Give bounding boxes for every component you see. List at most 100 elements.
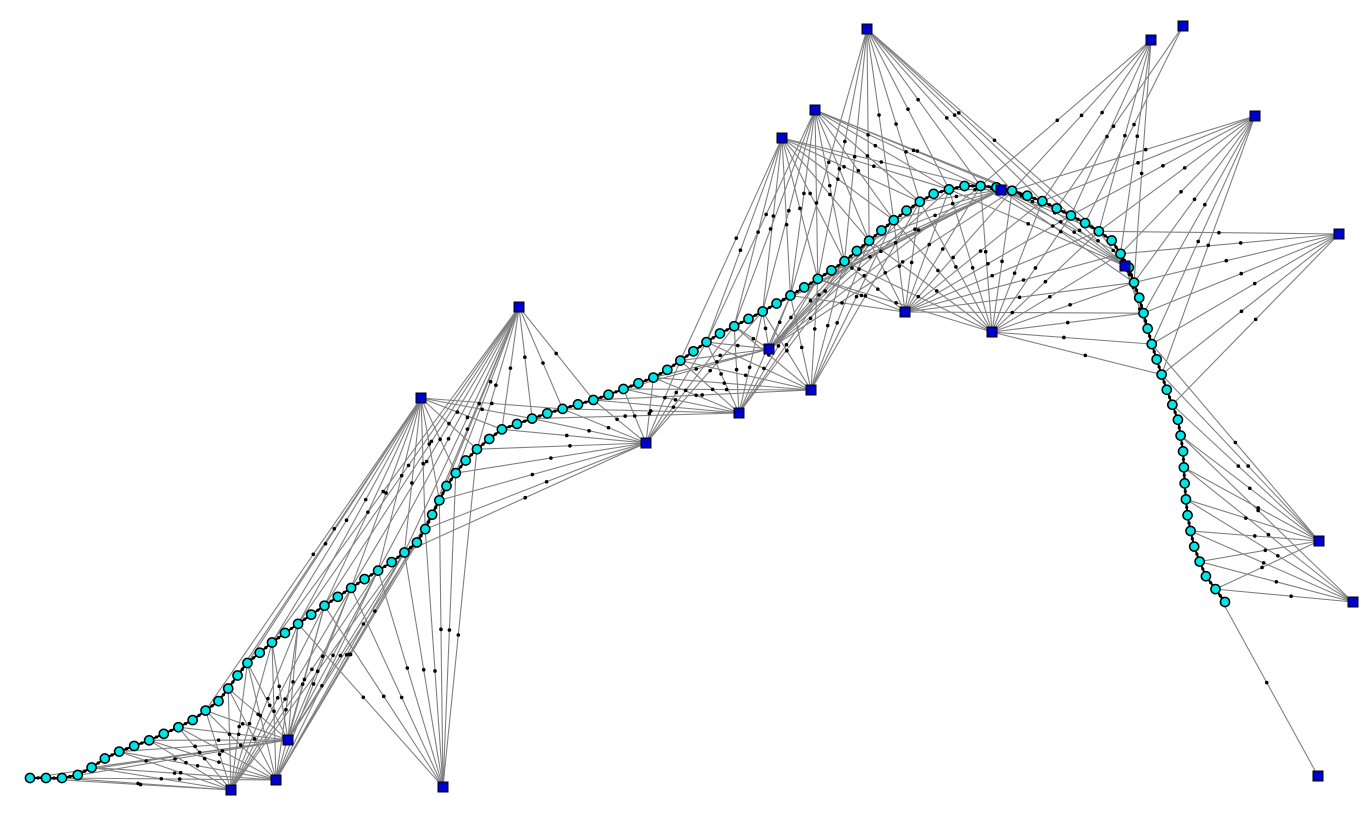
observation-point xyxy=(1252,281,1257,286)
observation-edge xyxy=(904,189,950,313)
observation-point xyxy=(1050,224,1055,228)
observation-edge xyxy=(420,397,457,474)
observation-point xyxy=(455,410,460,414)
odometry-point xyxy=(251,656,256,660)
pose-node xyxy=(633,377,644,389)
odometry-point xyxy=(264,645,268,650)
observation-edge xyxy=(1180,435,1354,603)
observation-point xyxy=(1135,134,1140,139)
pose-node xyxy=(1161,384,1173,396)
observation-point xyxy=(916,228,921,232)
observation-point xyxy=(424,459,429,464)
observation-point xyxy=(1236,464,1241,468)
observation-edge xyxy=(980,39,1152,187)
observation-point xyxy=(956,111,961,115)
observation-point xyxy=(934,289,939,293)
observation-point xyxy=(216,738,221,742)
observation-edge xyxy=(866,28,1013,192)
observation-edge xyxy=(1119,39,1152,254)
observation-edge xyxy=(501,428,647,444)
pose-node xyxy=(292,618,304,630)
odometry-point xyxy=(1103,234,1107,238)
observation-edge xyxy=(350,306,520,589)
observation-point xyxy=(763,326,768,331)
observation-point xyxy=(240,722,245,726)
observation-point xyxy=(857,267,861,271)
observation-point xyxy=(708,368,712,373)
observation-point xyxy=(1252,534,1257,538)
observation-edge xyxy=(1161,233,1340,376)
observation-point xyxy=(195,763,200,768)
odometry-point xyxy=(1076,217,1080,221)
observation-point xyxy=(879,249,883,254)
observation-point xyxy=(866,133,870,137)
observation-edge xyxy=(679,360,740,414)
odometry-point xyxy=(955,186,959,190)
observation-point xyxy=(1058,220,1063,224)
pose-node xyxy=(648,372,659,383)
observation-point xyxy=(647,411,652,416)
observation-point xyxy=(1261,561,1266,565)
odometry-point xyxy=(1173,410,1177,414)
observation-point xyxy=(894,300,898,305)
observation-point xyxy=(361,622,366,626)
odometry-point xyxy=(873,234,877,238)
observation-edge xyxy=(814,109,950,190)
observation-point xyxy=(893,240,898,245)
landmark-node xyxy=(1119,260,1131,272)
pose-node xyxy=(1185,525,1196,537)
observation-point xyxy=(272,709,276,714)
trajectory-line xyxy=(30,185,1226,779)
pose-node xyxy=(72,769,84,781)
pose-node xyxy=(714,328,726,339)
observation-edge xyxy=(866,28,981,187)
observation-edge xyxy=(844,189,1002,262)
observation-point xyxy=(674,390,679,395)
landmark-node xyxy=(415,392,427,404)
pose-node xyxy=(99,753,111,764)
odometry-point xyxy=(1139,303,1143,308)
observation-edge xyxy=(118,751,232,791)
observation-point xyxy=(722,381,727,385)
observation-point xyxy=(916,97,920,102)
observation-point xyxy=(277,684,282,689)
pose-node xyxy=(441,480,452,492)
odometry-point xyxy=(1129,273,1134,277)
odometry-point xyxy=(183,722,188,726)
pose-node xyxy=(187,714,199,726)
observation-edge xyxy=(817,278,993,333)
odometry-point xyxy=(739,320,743,325)
observation-edge xyxy=(1199,540,1320,563)
observation-edge xyxy=(91,766,277,781)
observation-point xyxy=(683,388,688,393)
observation-point xyxy=(184,760,188,765)
pose-node xyxy=(914,196,926,208)
odometry-point xyxy=(1047,203,1052,207)
observation-point xyxy=(777,320,782,325)
odometry-point xyxy=(614,390,618,394)
observation-point xyxy=(1100,110,1104,115)
pose-node xyxy=(876,225,887,236)
odometry-point xyxy=(698,345,702,349)
observation-point xyxy=(410,481,414,485)
observation-edge xyxy=(271,306,520,643)
observation-point xyxy=(785,348,789,353)
observation-point xyxy=(825,323,830,328)
pose-node xyxy=(1106,235,1117,246)
observation-edge xyxy=(991,215,1072,333)
observation-point xyxy=(865,154,870,158)
observation-point xyxy=(564,433,569,438)
observation-edge xyxy=(1151,233,1340,345)
observation-point xyxy=(159,776,164,781)
odometry-point xyxy=(140,741,144,745)
observation-edge xyxy=(439,442,647,501)
odometry-point xyxy=(1185,505,1189,509)
odometry-point xyxy=(1148,334,1152,338)
observation-point xyxy=(787,208,791,213)
observation-point xyxy=(715,360,719,364)
observation-point xyxy=(970,265,975,270)
observation-edge xyxy=(904,190,1013,313)
pose-node xyxy=(411,537,423,548)
observation-point xyxy=(747,365,752,370)
observation-point xyxy=(862,273,866,278)
